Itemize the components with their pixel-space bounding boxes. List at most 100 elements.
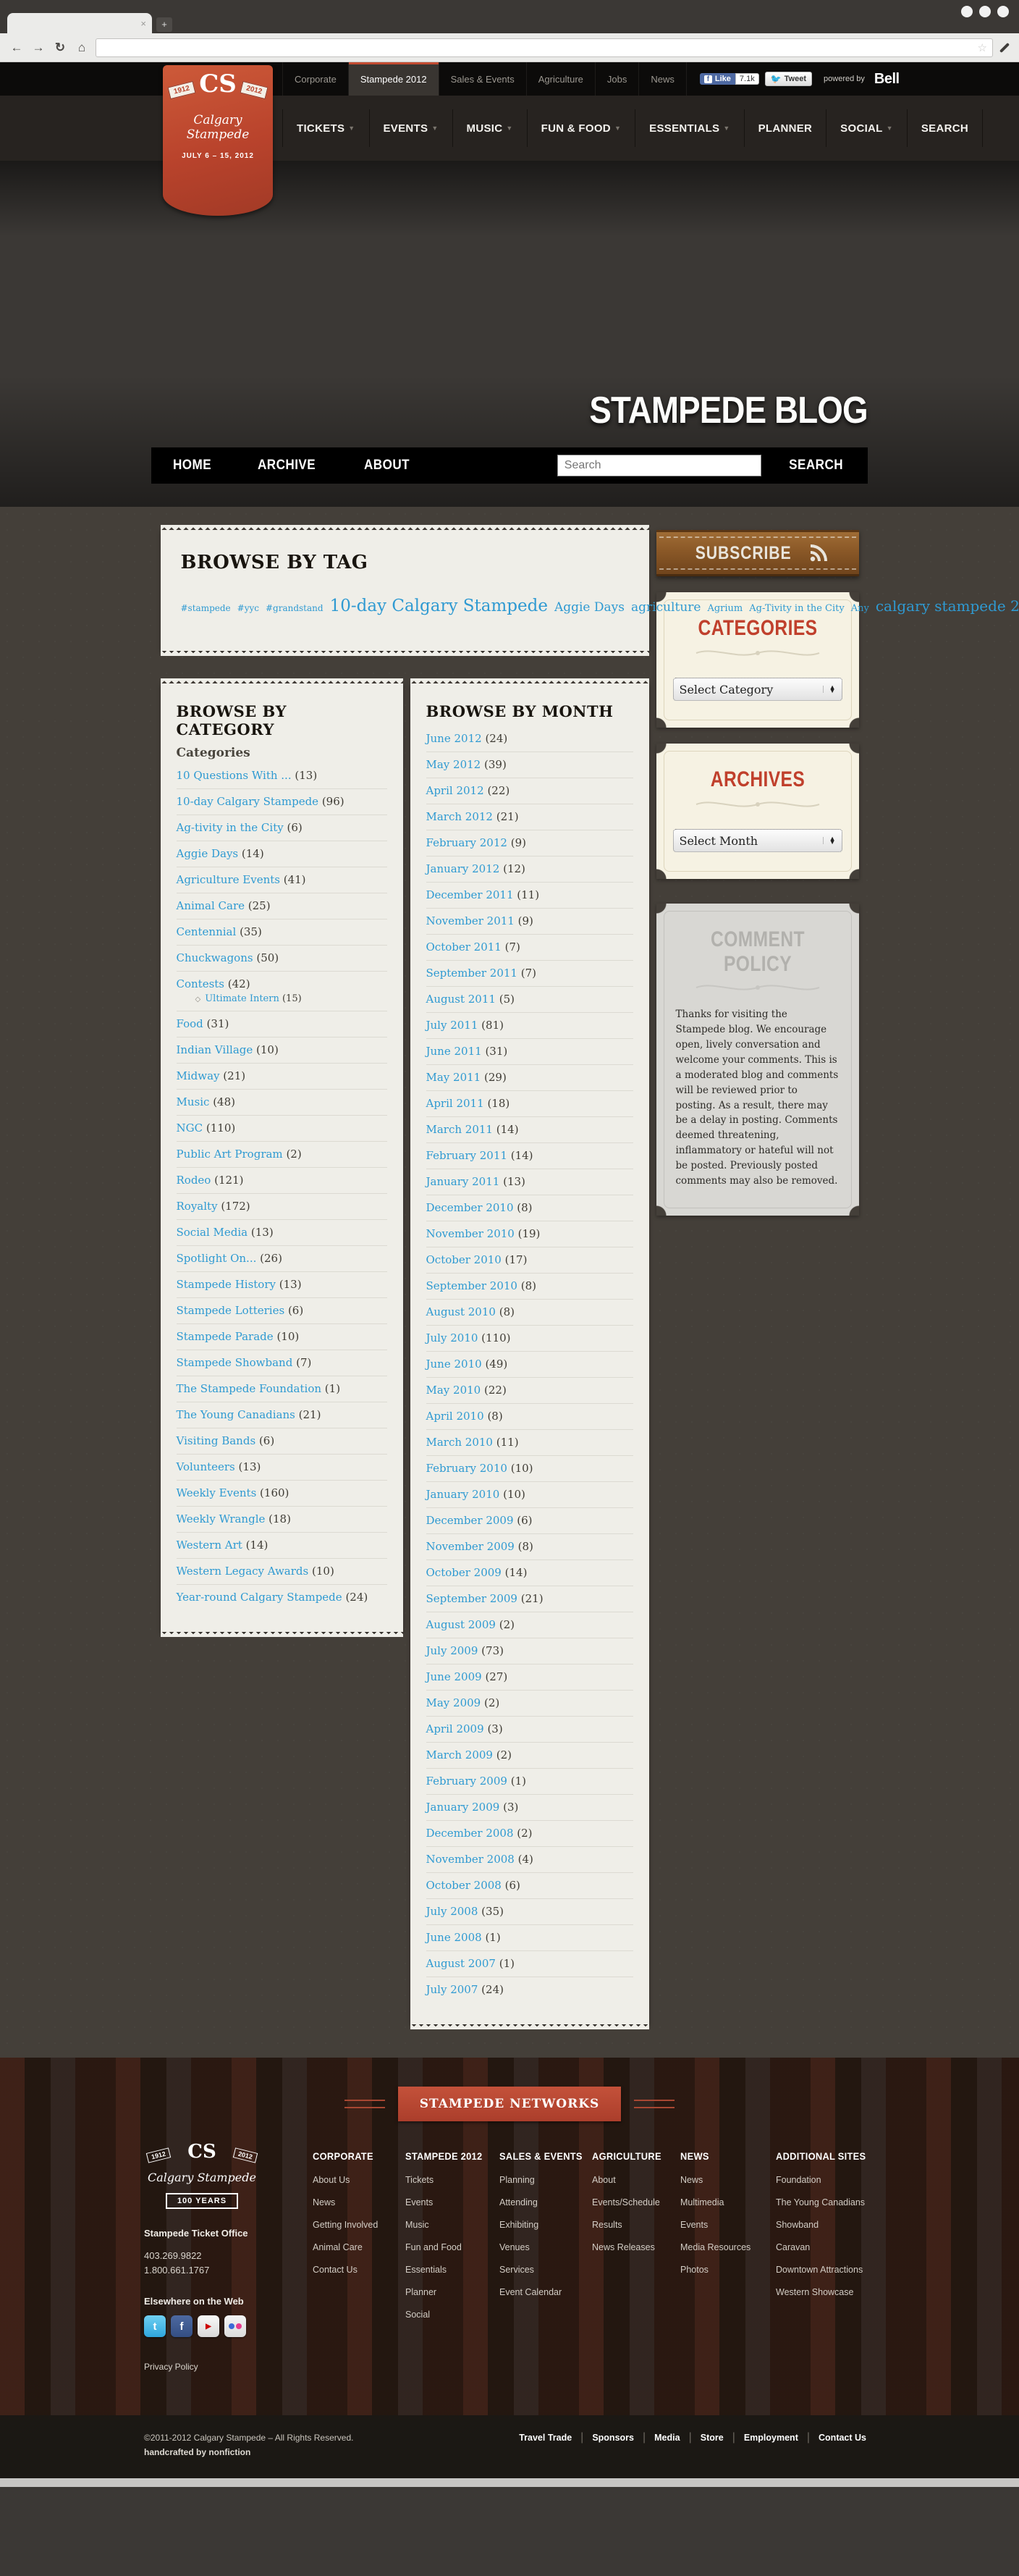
month-archive-link[interactable]: January 2010 — [426, 1487, 500, 1501]
month-archive-link[interactable]: February 2010 — [426, 1461, 507, 1475]
category-link[interactable]: Western Art — [176, 1538, 242, 1552]
browser-tab[interactable]: × — [7, 13, 152, 33]
category-link[interactable]: The Stampede Foundation — [176, 1381, 322, 1395]
month-archive-link[interactable]: April 2010 — [426, 1409, 484, 1423]
footer-link[interactable]: Events — [680, 2219, 709, 2230]
month-archive-link[interactable]: October 2008 — [426, 1878, 502, 1892]
bookmark-star-icon[interactable]: ☆ — [977, 41, 987, 54]
category-link[interactable]: Year-round Calgary Stampede — [176, 1590, 342, 1604]
month-archive-link[interactable]: November 2008 — [426, 1852, 515, 1866]
bell-logo[interactable]: Bell — [874, 70, 900, 87]
footer-link[interactable]: Western Showcase — [776, 2286, 854, 2297]
tag-link[interactable]: Any — [850, 603, 869, 614]
category-link[interactable]: Weekly Wrangle — [176, 1512, 266, 1525]
url-bar[interactable] — [96, 38, 993, 57]
footer-link[interactable]: Media Resources — [680, 2242, 751, 2252]
tag-link[interactable]: Agrium — [707, 603, 743, 614]
facebook-icon[interactable]: f — [171, 2315, 193, 2338]
privacy-policy-link[interactable]: Privacy Policy — [144, 2362, 198, 2373]
month-archive-link[interactable]: June 2009 — [426, 1670, 482, 1683]
new-tab-button[interactable]: + — [156, 17, 172, 32]
month-archive-link[interactable]: March 2009 — [426, 1748, 493, 1761]
footer-logo[interactable]: 1912 2012 CS Calgary Stampede 100 YEARS — [144, 2142, 260, 2210]
category-link[interactable]: Visiting Bands — [176, 1434, 256, 1447]
category-link[interactable]: Western Legacy Awards — [176, 1564, 309, 1578]
tab-close-icon[interactable]: × — [140, 17, 146, 29]
footer-link[interactable]: Essentials — [405, 2264, 447, 2275]
nav-item-planner[interactable]: PLANNER — [743, 109, 826, 147]
archive-select[interactable]: Select Month ▲ ▼ — [672, 829, 842, 852]
category-link[interactable]: Social Media — [176, 1225, 248, 1239]
bottom-link-store[interactable]: Store — [700, 2433, 724, 2444]
month-archive-link[interactable]: January 2011 — [426, 1174, 500, 1188]
month-archive-link[interactable]: March 2011 — [426, 1122, 493, 1136]
tag-link[interactable]: #stampede — [180, 603, 231, 613]
footer-link[interactable]: Tickets — [405, 2174, 434, 2185]
month-archive-link[interactable]: November 2010 — [426, 1226, 515, 1240]
nav-item-fun-food[interactable]: FUN & FOOD ▼ — [526, 109, 635, 147]
footer-link[interactable]: About — [592, 2174, 616, 2185]
month-archive-link[interactable]: June 2011 — [426, 1044, 482, 1058]
category-link[interactable]: Stampede Showband — [176, 1355, 293, 1369]
category-link[interactable]: Contests — [176, 977, 225, 990]
nav-item-tickets[interactable]: TICKETS ▼ — [282, 109, 369, 147]
tag-link[interactable]: #grandstand — [265, 603, 324, 613]
blog-search-button[interactable]: SEARCH — [788, 458, 843, 473]
footer-link[interactable]: Getting Involved — [313, 2219, 379, 2230]
month-archive-link[interactable]: August 2011 — [426, 992, 496, 1006]
month-archive-link[interactable]: January 2012 — [426, 862, 500, 875]
footer-link[interactable]: Contact Us — [313, 2264, 358, 2275]
reload-icon[interactable]: ↻ — [54, 40, 66, 54]
bottom-link-travel-trade[interactable]: Travel Trade — [519, 2433, 572, 2444]
footer-link[interactable]: Results — [592, 2219, 622, 2230]
category-link[interactable]: Volunteers — [176, 1460, 235, 1473]
month-archive-link[interactable]: March 2012 — [426, 809, 493, 823]
bottom-link-media[interactable]: Media — [654, 2433, 680, 2444]
category-link[interactable]: Indian Village — [176, 1043, 253, 1056]
nav-item-music[interactable]: MUSIC ▼ — [452, 109, 527, 147]
category-link[interactable]: 10-day Calgary Stampede — [176, 794, 319, 808]
month-archive-link[interactable]: May 2011 — [426, 1070, 481, 1084]
month-archive-link[interactable]: May 2009 — [426, 1696, 481, 1709]
category-link[interactable]: Midway — [176, 1069, 220, 1082]
subcategory-link[interactable]: Ultimate Intern — [205, 993, 279, 1004]
month-archive-link[interactable]: January 2009 — [426, 1800, 500, 1814]
nav-item-essentials[interactable]: ESSENTIALS ▼ — [635, 109, 743, 147]
month-archive-link[interactable]: July 2008 — [426, 1904, 478, 1918]
month-archive-link[interactable]: December 2010 — [426, 1200, 514, 1214]
home-icon[interactable]: ⌂ — [77, 40, 86, 54]
footer-link[interactable]: The Young Canadians — [776, 2197, 866, 2207]
blog-nav-home[interactable]: HOME — [173, 458, 212, 473]
category-link[interactable]: Agriculture Events — [176, 872, 280, 886]
bottom-link-contact-us[interactable]: Contact Us — [819, 2433, 866, 2444]
footer-link[interactable]: Event Calendar — [499, 2286, 562, 2297]
category-link[interactable]: Weekly Events — [176, 1486, 257, 1499]
month-archive-link[interactable]: December 2011 — [426, 888, 514, 901]
month-archive-link[interactable]: April 2011 — [426, 1096, 484, 1110]
footer-link[interactable]: Showband — [776, 2219, 819, 2230]
footer-link[interactable]: Planning — [499, 2174, 535, 2185]
footer-link[interactable]: Animal Care — [313, 2242, 363, 2252]
nav-item-search[interactable]: SEARCH — [906, 109, 983, 147]
subscribe-button[interactable]: SUBSCRIBE — [656, 530, 859, 576]
footer-link[interactable]: Photos — [680, 2264, 709, 2275]
forward-icon[interactable]: → — [32, 40, 45, 54]
utility-nav-item-sales-events[interactable]: Sales & Events — [439, 62, 527, 96]
month-archive-link[interactable]: February 2009 — [426, 1774, 507, 1788]
month-archive-link[interactable]: July 2011 — [426, 1018, 478, 1032]
month-archive-link[interactable]: October 2009 — [426, 1565, 502, 1579]
footer-link[interactable]: Venues — [499, 2242, 530, 2252]
month-archive-link[interactable]: November 2011 — [426, 914, 515, 927]
utility-nav-item-agriculture[interactable]: Agriculture — [527, 62, 596, 96]
category-link[interactable]: Stampede Parade — [176, 1329, 274, 1343]
category-link[interactable]: Royalty — [176, 1199, 218, 1213]
facebook-like-widget[interactable]: f Like 7.1k — [699, 72, 759, 86]
tag-link[interactable]: Ag-Tivity in the City — [749, 603, 845, 614]
footer-link[interactable]: Multimedia — [680, 2197, 724, 2207]
footer-link[interactable]: Exhibiting — [499, 2219, 539, 2230]
footer-link[interactable]: Events — [405, 2197, 434, 2207]
month-archive-link[interactable]: August 2009 — [426, 1617, 496, 1631]
category-link[interactable]: Music — [176, 1095, 210, 1108]
month-archive-link[interactable]: March 2010 — [426, 1435, 493, 1449]
nav-item-social[interactable]: SOCIAL ▼ — [826, 109, 907, 147]
